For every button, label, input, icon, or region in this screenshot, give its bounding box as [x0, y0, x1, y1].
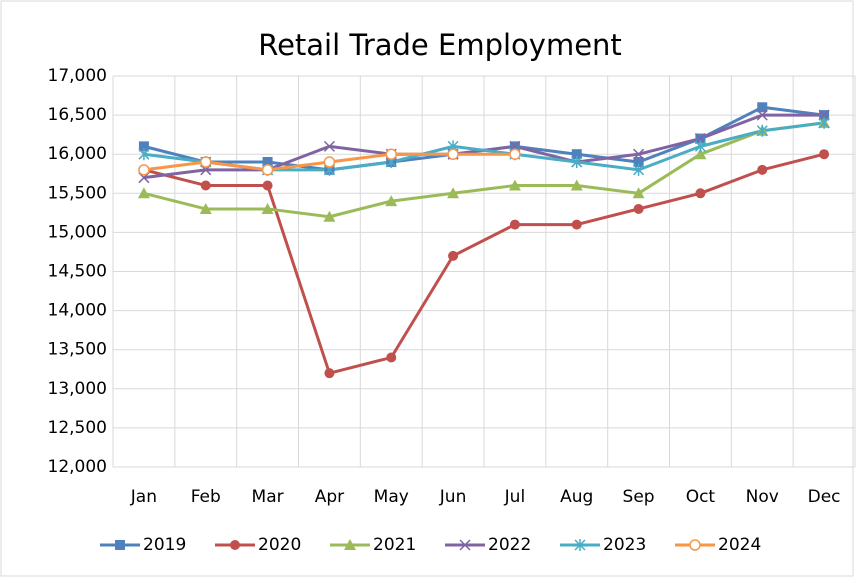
chart-border: [0, 0, 854, 577]
legend-label: 2024: [718, 535, 761, 555]
marker: [633, 163, 645, 176]
marker: [386, 352, 397, 363]
marker: [138, 164, 150, 176]
marker: [633, 157, 644, 168]
marker: [632, 187, 645, 199]
marker: [757, 102, 768, 113]
marker: [694, 133, 706, 145]
y-tick-label: 12,500: [48, 418, 107, 438]
marker: [571, 156, 583, 169]
marker: [230, 540, 240, 550]
marker: [756, 109, 768, 121]
legend-label: 2023: [603, 535, 646, 555]
series-line: [143, 152, 825, 375]
y-tick-label: 14,000: [48, 301, 107, 321]
legend-label: 2019: [143, 535, 186, 555]
marker: [571, 149, 582, 160]
marker: [757, 164, 768, 175]
marker: [633, 148, 645, 160]
marker: [323, 210, 336, 222]
marker: [262, 157, 273, 168]
marker: [694, 140, 706, 153]
marker: [509, 219, 520, 230]
marker: [695, 188, 706, 199]
marker: [818, 109, 830, 121]
legend-label: 2022: [488, 535, 531, 555]
marker: [509, 148, 521, 160]
marker: [694, 148, 707, 160]
marker: [633, 203, 644, 214]
x-tick-label: Mar: [252, 487, 284, 507]
y-tick-label: 17,000: [48, 66, 107, 86]
marker: [262, 180, 273, 191]
marker: [570, 179, 583, 191]
marker: [323, 140, 335, 152]
marker: [199, 202, 212, 214]
marker: [571, 219, 582, 230]
y-tick-label: 16,000: [48, 144, 107, 164]
marker: [344, 539, 356, 550]
series-line: [143, 121, 825, 219]
x-tick-label: Nov: [746, 487, 779, 507]
marker: [261, 164, 274, 176]
x-tick-label: Sep: [623, 487, 655, 507]
marker: [447, 148, 459, 160]
x-tick-label: Jul: [504, 487, 526, 507]
marker: [508, 179, 521, 191]
marker: [137, 187, 150, 199]
chart-title: Retail Trade Employment: [258, 28, 622, 62]
y-tick-label: 14,500: [48, 262, 107, 282]
y-tick-label: 13,500: [48, 340, 107, 360]
marker: [324, 368, 335, 379]
marker: [261, 202, 274, 214]
marker: [447, 187, 460, 199]
marker: [459, 539, 471, 551]
marker: [138, 148, 150, 161]
x-tick-label: Apr: [315, 487, 344, 507]
y-tick-label: 16,500: [48, 105, 107, 125]
y-tick-label: 15,500: [48, 183, 107, 203]
marker: [138, 141, 149, 152]
y-tick-label: 12,000: [48, 457, 107, 477]
x-tick-label: Dec: [808, 487, 841, 507]
marker: [818, 116, 830, 129]
x-tick-label: Oct: [686, 487, 716, 507]
marker: [448, 250, 459, 261]
marker: [756, 124, 768, 137]
y-tick-label: 15,000: [48, 222, 107, 242]
marker: [115, 540, 125, 550]
x-tick-label: May: [374, 487, 409, 507]
y-tick-label: 13,000: [48, 379, 107, 399]
x-tick-label: Aug: [560, 487, 593, 507]
x-tick-label: Jan: [130, 487, 157, 507]
x-tick-label: Feb: [191, 487, 221, 507]
legend-label: 2020: [258, 535, 301, 555]
marker: [200, 156, 212, 168]
x-tick-label: Jun: [439, 487, 467, 507]
marker: [819, 149, 830, 160]
legend-label: 2021: [373, 535, 416, 555]
marker: [323, 156, 336, 168]
marker: [200, 180, 211, 191]
marker: [385, 148, 397, 160]
marker: [689, 539, 701, 551]
marker: [385, 195, 398, 207]
marker: [574, 539, 586, 551]
